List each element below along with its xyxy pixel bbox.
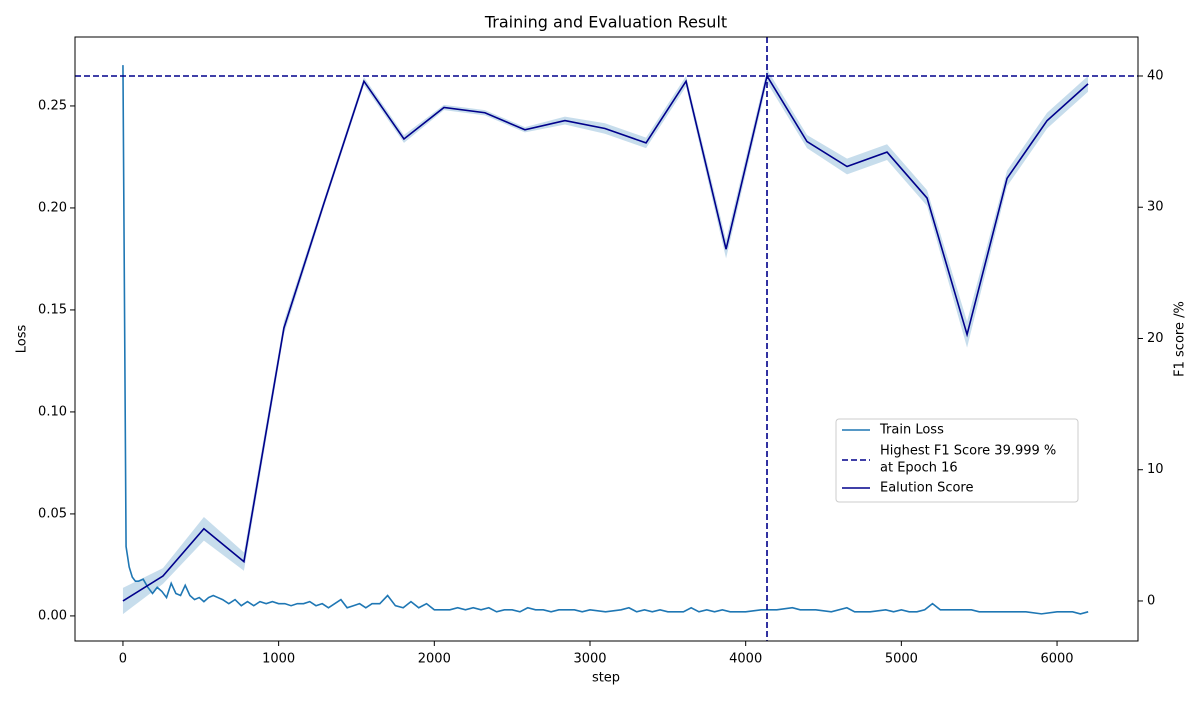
legend-label: Highest F1 Score 39.999 %	[880, 444, 1056, 459]
line	[122, 73, 1089, 602]
y-tick-label: 0.25	[38, 98, 67, 113]
y2-axis-label: F1 score /%	[1173, 301, 1188, 377]
plot-frame	[74, 36, 1139, 642]
y2-tick-label: 30	[1147, 200, 1164, 215]
legend-label: at Epoch 16	[880, 461, 958, 476]
y-tick-label: 0.15	[38, 302, 67, 317]
legend-label: Ealution Score	[880, 481, 973, 496]
x-tick-label: 3000	[573, 652, 606, 667]
y-tick-label: 0.20	[38, 200, 67, 215]
y2-tick-label: 40	[1147, 68, 1164, 83]
y-tick-label: 0.05	[38, 506, 67, 521]
line	[122, 65, 1089, 615]
x-tick-label: 0	[119, 652, 127, 667]
y-axis-label: Loss	[15, 325, 30, 354]
y2-tick-label: 20	[1147, 331, 1164, 346]
y2-tick-label: 10	[1147, 462, 1164, 477]
confidence-band	[122, 69, 1089, 615]
legend-label: Train Loss	[879, 423, 944, 438]
y2-tick-label: 0	[1147, 593, 1155, 608]
chart-title: Training and Evaluation Result	[484, 13, 727, 32]
x-tick-label: 2000	[418, 652, 451, 667]
y-tick-label: 0.10	[38, 404, 67, 419]
legend-box	[835, 418, 1079, 503]
y-tick-label: 0.00	[38, 608, 67, 623]
x-tick-label: 4000	[729, 652, 762, 667]
x-tick-label: 6000	[1040, 652, 1073, 667]
x-axis-label: step	[592, 671, 620, 686]
x-tick-label: 5000	[885, 652, 918, 667]
x-tick-label: 1000	[262, 652, 295, 667]
